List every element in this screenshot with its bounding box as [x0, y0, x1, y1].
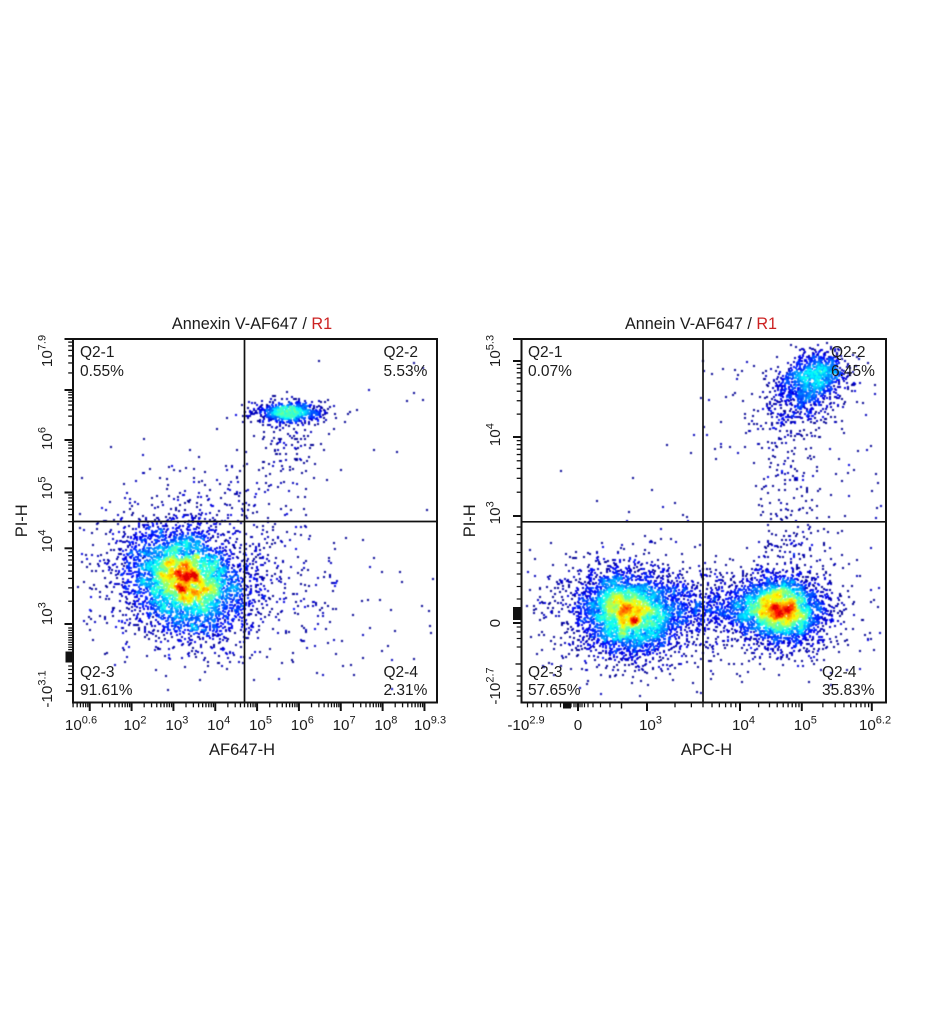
svg-text:PI-H: PI-H: [13, 504, 31, 537]
svg-text:5.53%: 5.53%: [384, 363, 428, 380]
svg-text:91.61%: 91.61%: [80, 682, 133, 699]
svg-text:57.65%: 57.65%: [528, 682, 581, 699]
svg-text:Q2-4: Q2-4: [384, 664, 419, 681]
svg-text:6.45%: 6.45%: [831, 363, 875, 380]
svg-text:AF647-H: AF647-H: [209, 741, 275, 759]
svg-text:Annein V-AF647 / R1: Annein V-AF647 / R1: [625, 315, 777, 333]
svg-text:2.31%: 2.31%: [384, 682, 428, 699]
svg-text:Q2-1: Q2-1: [80, 344, 114, 361]
svg-text:PI-H: PI-H: [461, 504, 479, 537]
svg-text:0: 0: [487, 619, 504, 627]
svg-text:0.07%: 0.07%: [528, 363, 572, 380]
svg-text:Q2-3: Q2-3: [528, 664, 562, 681]
svg-text:Q2-2: Q2-2: [384, 344, 418, 361]
svg-text:Q2-1: Q2-1: [528, 344, 562, 361]
svg-text:Q2-4: Q2-4: [822, 664, 857, 681]
svg-text:Q2-3: Q2-3: [80, 664, 114, 681]
svg-text:0.55%: 0.55%: [80, 363, 124, 380]
svg-text:Q2-2: Q2-2: [831, 344, 865, 361]
svg-text:35.83%: 35.83%: [822, 682, 875, 699]
svg-text:0: 0: [574, 717, 582, 734]
svg-text:APC-H: APC-H: [681, 741, 732, 759]
svg-text:Annexin V-AF647 / R1: Annexin V-AF647 / R1: [172, 315, 332, 333]
